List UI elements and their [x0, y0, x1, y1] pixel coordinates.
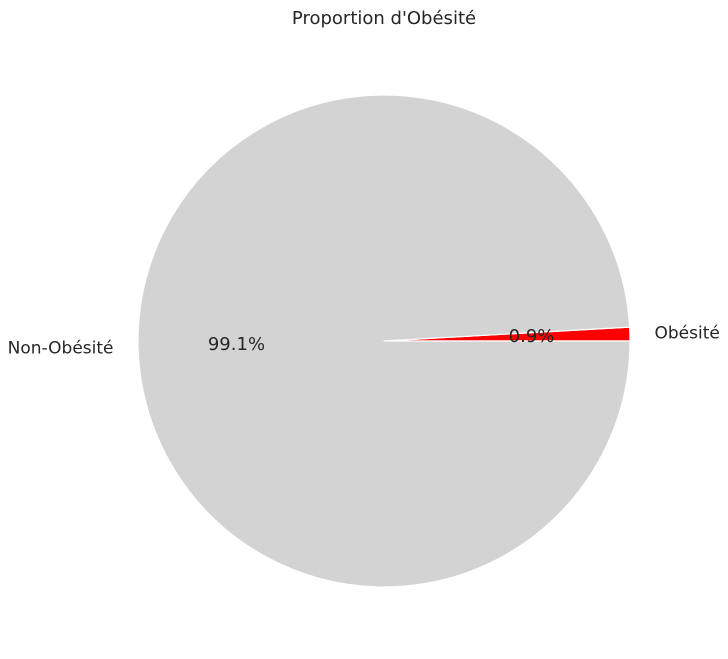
chart-title: Proportion d'Obésité — [292, 8, 476, 29]
pct-label-obesite: 0.9% — [509, 326, 555, 347]
pie-slice-non-obesite — [137, 94, 631, 588]
pie-slices — [137, 94, 631, 588]
pct-label-non-obesite: 99.1% — [208, 334, 265, 355]
slice-label-obesite: Obésité — [654, 323, 719, 343]
slice-label-non-obesite: Non-Obésité — [8, 339, 114, 359]
pie-labels: Obésité 0.9% Non-Obésité 99.1% — [8, 323, 720, 358]
